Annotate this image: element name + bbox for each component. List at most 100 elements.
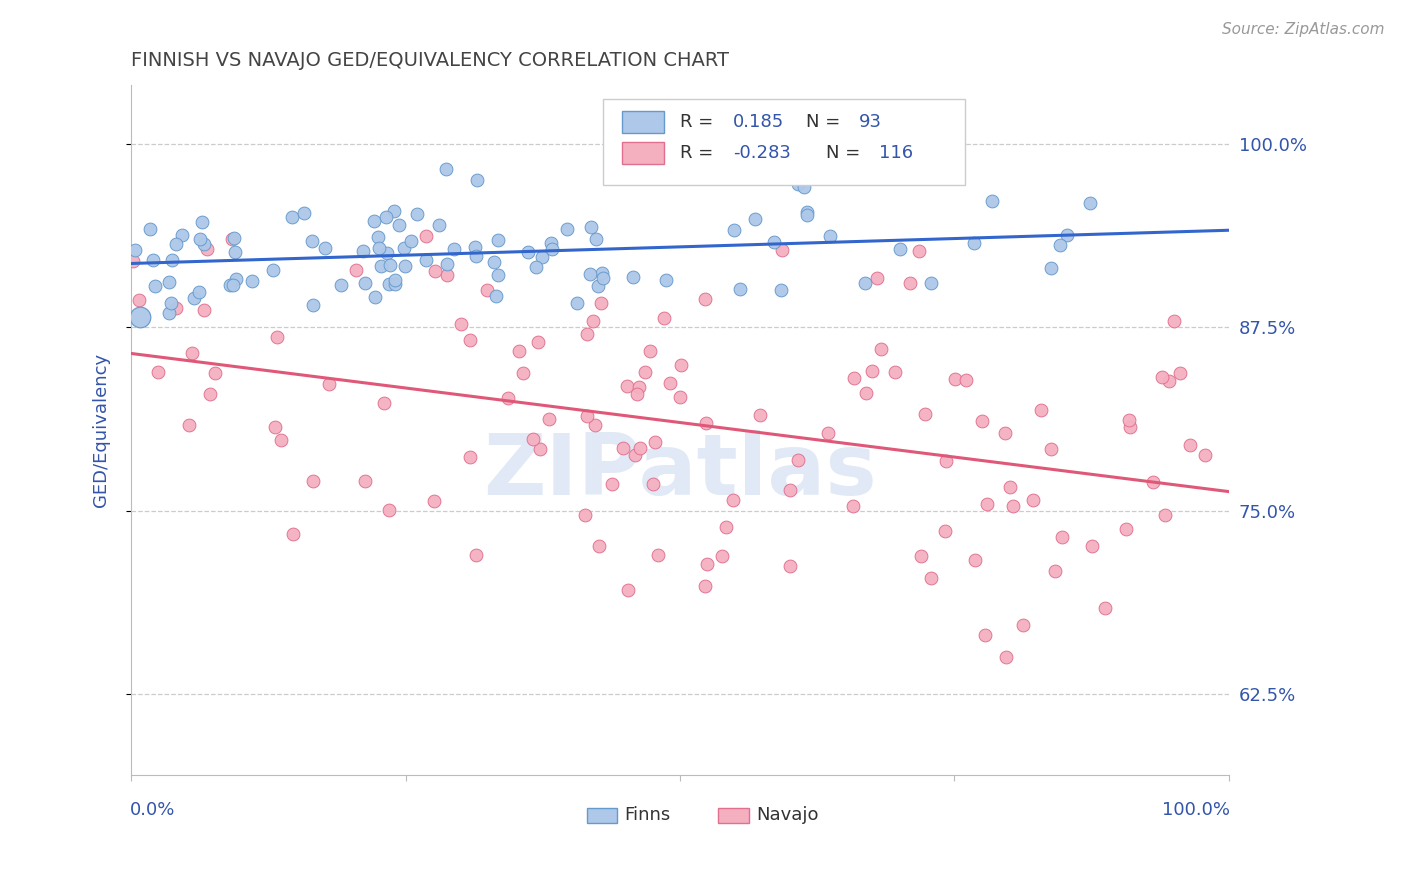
Point bbox=[626, 386, 648, 401]
Point bbox=[748, 409, 770, 423]
Point bbox=[575, 409, 598, 423]
Point bbox=[1040, 442, 1063, 456]
Point bbox=[423, 263, 446, 277]
Point bbox=[654, 273, 676, 287]
Point bbox=[638, 344, 661, 359]
Point bbox=[221, 232, 243, 246]
Point bbox=[415, 229, 437, 244]
Point bbox=[405, 206, 427, 220]
Point bbox=[498, 391, 520, 405]
Point bbox=[998, 480, 1021, 494]
Point bbox=[581, 220, 603, 235]
Text: ZIPatlas: ZIPatlas bbox=[484, 430, 877, 513]
Point bbox=[654, 311, 676, 326]
Point bbox=[1142, 475, 1164, 490]
Point bbox=[162, 253, 184, 268]
Point bbox=[427, 219, 450, 233]
Point bbox=[592, 271, 614, 285]
Point bbox=[188, 285, 211, 299]
Point bbox=[380, 258, 402, 272]
Point bbox=[181, 346, 204, 360]
Point bbox=[1180, 437, 1202, 451]
Point bbox=[920, 571, 942, 585]
Point bbox=[981, 194, 1004, 209]
Point bbox=[581, 314, 603, 328]
Point bbox=[970, 414, 993, 428]
Point bbox=[281, 210, 304, 224]
Point bbox=[529, 442, 551, 456]
Point bbox=[963, 236, 986, 251]
Point bbox=[423, 494, 446, 508]
Point bbox=[302, 298, 325, 312]
Point bbox=[1115, 522, 1137, 536]
Point bbox=[204, 366, 226, 380]
Point bbox=[628, 380, 651, 394]
Point bbox=[415, 253, 437, 268]
Point bbox=[1052, 530, 1074, 544]
Text: 0.185: 0.185 bbox=[733, 112, 785, 130]
Text: 116: 116 bbox=[879, 144, 912, 161]
Point bbox=[224, 244, 246, 259]
Point bbox=[869, 342, 891, 356]
Point bbox=[574, 508, 596, 523]
Text: N =: N = bbox=[827, 144, 866, 161]
Point bbox=[1163, 314, 1185, 328]
Point bbox=[555, 222, 578, 236]
Point bbox=[225, 272, 247, 286]
Point bbox=[240, 274, 263, 288]
Point bbox=[508, 344, 530, 359]
Bar bbox=[718, 808, 749, 823]
Point bbox=[301, 234, 323, 248]
Point bbox=[1039, 260, 1062, 275]
Point bbox=[842, 499, 865, 513]
Point bbox=[1078, 195, 1101, 210]
Point bbox=[354, 276, 377, 290]
Point bbox=[443, 242, 465, 256]
Point bbox=[770, 243, 793, 257]
Point bbox=[121, 254, 143, 268]
Point bbox=[374, 210, 396, 224]
Point bbox=[669, 390, 692, 404]
Point bbox=[779, 558, 801, 573]
Point bbox=[744, 211, 766, 226]
Point bbox=[166, 237, 188, 252]
Point bbox=[844, 370, 866, 384]
Point bbox=[148, 365, 170, 379]
Text: 93: 93 bbox=[859, 112, 882, 130]
Point bbox=[1154, 508, 1177, 522]
Text: 0.0%: 0.0% bbox=[131, 801, 176, 819]
Text: FINNISH VS NAVAJO GED/EQUIVALENCY CORRELATION CHART: FINNISH VS NAVAJO GED/EQUIVALENCY CORREL… bbox=[131, 51, 730, 70]
Point bbox=[318, 376, 340, 391]
Point bbox=[193, 302, 215, 317]
Point bbox=[591, 266, 613, 280]
Point bbox=[602, 476, 624, 491]
Point bbox=[889, 242, 911, 256]
Point bbox=[195, 243, 218, 257]
Point bbox=[179, 417, 201, 432]
Point bbox=[1021, 493, 1043, 508]
Point bbox=[538, 412, 561, 426]
Text: -0.283: -0.283 bbox=[733, 144, 790, 161]
Point bbox=[222, 231, 245, 245]
Bar bbox=[586, 808, 617, 823]
Point bbox=[434, 161, 457, 176]
Point bbox=[579, 267, 602, 281]
Point bbox=[1049, 237, 1071, 252]
Point bbox=[612, 442, 634, 456]
Point bbox=[373, 396, 395, 410]
Point bbox=[1043, 564, 1066, 578]
Point bbox=[378, 502, 401, 516]
Point bbox=[1118, 413, 1140, 427]
Point bbox=[693, 292, 716, 306]
Point bbox=[436, 268, 458, 282]
Point bbox=[384, 273, 406, 287]
Point bbox=[367, 230, 389, 244]
Point bbox=[1168, 367, 1191, 381]
Text: Navajo: Navajo bbox=[756, 805, 818, 823]
Point bbox=[281, 527, 304, 541]
Point bbox=[617, 582, 640, 597]
Point bbox=[401, 234, 423, 248]
Point bbox=[139, 221, 162, 235]
Point bbox=[384, 277, 406, 292]
Point bbox=[218, 278, 240, 293]
